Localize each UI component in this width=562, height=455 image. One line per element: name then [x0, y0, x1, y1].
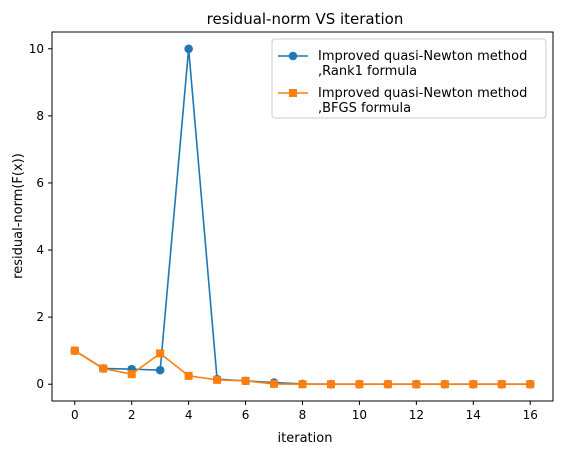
chart-title: residual-norm VS iteration	[207, 10, 404, 28]
data-point	[355, 380, 364, 389]
legend-label: ,BFGS formula	[318, 101, 411, 116]
data-point	[440, 380, 449, 389]
x-tick-label: 12	[409, 408, 424, 422]
data-point	[383, 380, 392, 389]
legend-label: ,Rank1 formula	[318, 64, 417, 79]
data-point	[213, 375, 222, 384]
x-tick-label: 4	[185, 408, 193, 422]
x-tick-label: 10	[352, 408, 367, 422]
y-tick-label: 2	[36, 310, 44, 324]
legend-marker	[289, 89, 297, 97]
legend-marker	[288, 51, 298, 61]
x-axis-label: iteration	[278, 431, 333, 446]
y-axis: 0 2 4 6 8 10	[29, 42, 52, 391]
data-point	[412, 380, 421, 389]
y-tick-label: 4	[36, 243, 44, 257]
y-tick-label: 10	[29, 42, 44, 56]
data-point	[298, 380, 307, 389]
y-axis-label: residual-norm(F(x))	[11, 153, 26, 279]
data-point	[127, 370, 136, 379]
x-tick-label: 0	[71, 408, 79, 422]
x-tick-label: 14	[466, 408, 481, 422]
data-point	[156, 349, 165, 358]
data-point	[155, 365, 165, 375]
legend-entry-1: Improved quasi-Newton method,Rank1 formu…	[278, 49, 527, 79]
x-tick-label: 8	[299, 408, 307, 422]
y-tick-label: 8	[36, 109, 44, 123]
legend-entry-2: Improved quasi-Newton method,BFGS formul…	[278, 86, 527, 116]
y-tick-label: 0	[36, 377, 44, 391]
x-tick-label: 16	[523, 408, 538, 422]
legend-frame	[271, 38, 547, 119]
data-point	[70, 346, 79, 355]
data-point	[270, 379, 279, 388]
legend-label: Improved quasi-Newton method	[318, 49, 527, 64]
y-tick-label: 6	[36, 176, 44, 190]
x-tick-label: 6	[242, 408, 250, 422]
data-point	[99, 364, 108, 373]
x-tick-label: 2	[128, 408, 136, 422]
series-layer	[70, 44, 535, 389]
data-point	[241, 376, 250, 385]
series-2	[70, 346, 535, 389]
data-point	[184, 44, 193, 54]
data-point	[469, 380, 478, 389]
data-point	[526, 380, 535, 389]
data-point	[497, 380, 506, 389]
data-point	[326, 380, 335, 389]
legend-label: Improved quasi-Newton method	[318, 86, 527, 101]
data-point	[184, 371, 193, 380]
x-axis: 0 2 4 6 8 10 12 14 16	[71, 401, 538, 422]
legend: Improved quasi-Newton method,Rank1 formu…	[271, 38, 547, 119]
